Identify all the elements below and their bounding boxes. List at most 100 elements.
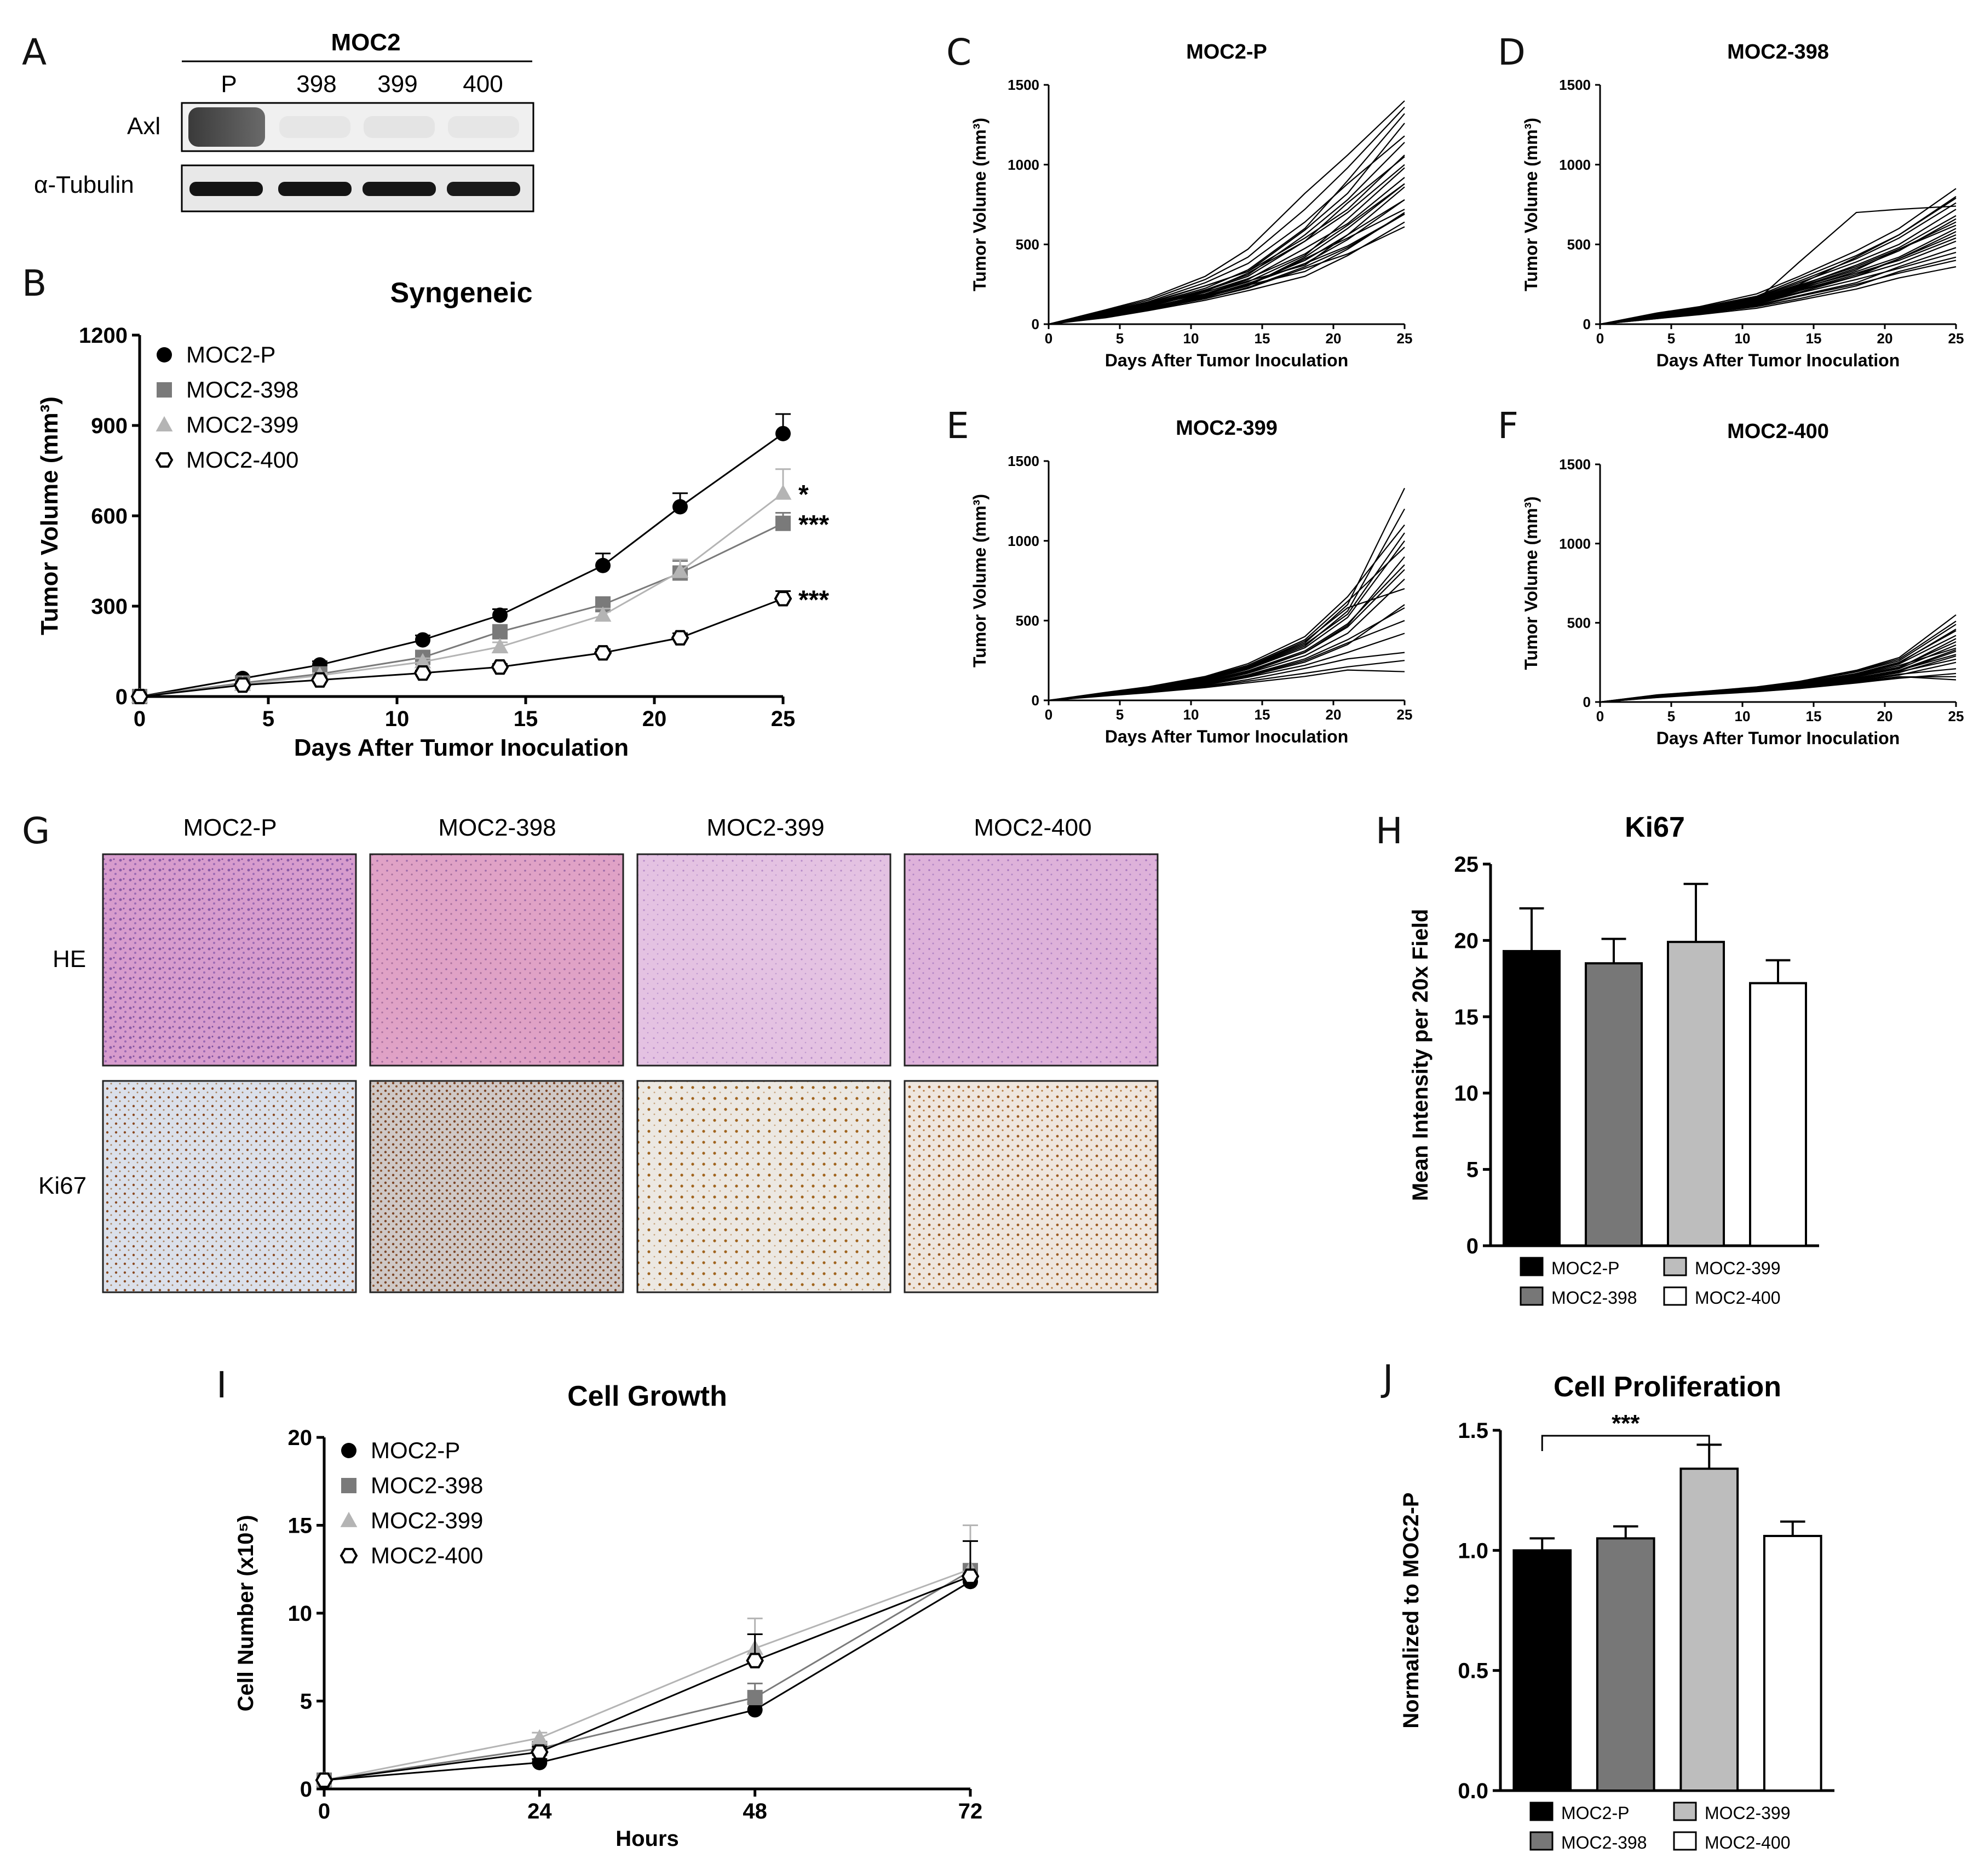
y-tick-label: 1.0 [1458, 1539, 1488, 1563]
data-point-moc2-400 [671, 630, 689, 646]
significance-annotation: *** [798, 585, 829, 614]
legend-marker-moc2-398 [157, 382, 172, 398]
y-tick-label: 5 [300, 1690, 312, 1714]
panel-letter-j: J [1380, 1357, 1393, 1400]
legend-label-moc2-400: MOC2-400 [371, 1543, 483, 1568]
y-tick-label: 20 [1454, 929, 1479, 953]
series-line-trace-12 [1048, 221, 1405, 325]
data-point-moc2-399 [594, 606, 612, 622]
data-point-moc2-399 [774, 484, 792, 500]
legend-marker-moc2-p [341, 1443, 356, 1458]
bar-moc2-400 [1763, 1535, 1822, 1792]
legend-swatch-moc2-398 [1529, 1831, 1554, 1851]
legend-marker-moc2-398 [341, 1478, 356, 1493]
significance-annotation: * [798, 480, 809, 509]
legend-marker-moc2-400 [340, 1547, 358, 1564]
blot-tubulin-band-398 [278, 182, 352, 196]
y-axis-label: Cell Number (x10⁵) [234, 1515, 258, 1712]
y-axis-label: Mean Intensity per 20x Field [1408, 909, 1433, 1201]
x-axis-label: Hours [615, 1827, 679, 1851]
series-line-trace-2 [1600, 196, 1957, 325]
series-line-trace-17 [1048, 632, 1405, 701]
significance-annotation: *** [1612, 1410, 1640, 1437]
series-line-trace-17 [1048, 209, 1405, 325]
data-point-moc2-399 [671, 562, 689, 578]
series-line-trace-3 [1048, 604, 1405, 701]
chart-e-axes: 0 5 10 15 20 25 0 500 1000 1500 MOC2-399 Days After… [970, 417, 1412, 746]
y-tick-label: 0 [1583, 694, 1591, 710]
blot-axl-band-398 [279, 116, 350, 138]
histology-ki67-moc2-399 [636, 1080, 891, 1293]
x-tick-label: 10 [1735, 708, 1751, 724]
x-tick-label: 15 [1255, 330, 1270, 347]
series-line-trace-19 [1600, 676, 1957, 703]
y-tick-label: 1000 [1559, 536, 1591, 552]
histology-ki67-moc2-398 [369, 1080, 624, 1293]
y-tick-label: 1500 [1008, 453, 1039, 469]
series-line-trace-14 [1600, 197, 1957, 325]
data-point-moc2-400 [774, 591, 792, 607]
series-line-trace-19 [1048, 186, 1405, 325]
series-line-trace-13 [1048, 669, 1405, 701]
y-axis-label: Tumor Volume (mm³) [1521, 496, 1541, 670]
data-point-moc2-400 [413, 665, 432, 681]
y-tick-label: 0 [1032, 316, 1039, 332]
histology-he-moc2-p [102, 853, 357, 1067]
data-point-moc2-400 [130, 688, 149, 705]
chart-title: MOC2-398 [1727, 41, 1829, 64]
x-tick-label: 5 [1667, 330, 1675, 347]
blot-row-axl: Axl [127, 113, 160, 140]
chart-title: Syngeneic [390, 277, 532, 309]
legend-swatch-moc2-400 [1663, 1286, 1687, 1306]
series-line-moc2-399 [139, 492, 784, 698]
x-tick-label: 10 [1183, 330, 1199, 347]
lane-label-398: 398 [296, 71, 336, 97]
blot-axl-band-p [188, 107, 265, 147]
histology-row-label-he: HE [53, 946, 86, 972]
panel-letter-d: D [1498, 31, 1526, 73]
lane-label-399: 399 [377, 71, 417, 97]
histology-he-moc2-399 [636, 853, 891, 1067]
y-tick-label: 0 [1032, 692, 1039, 709]
x-tick-label: 10 [1735, 330, 1751, 347]
histology-panel: MOC2-P MOC2-398 MOC2-399 MOC2-400 HE Ki6… [38, 814, 1159, 1293]
y-tick-label: 10 [1454, 1081, 1479, 1106]
legend-label-moc2-399: MOC2-399 [186, 412, 298, 438]
y-tick-label: 0 [300, 1777, 312, 1802]
panel-letters: A B C D E F G H I J [22, 31, 1526, 1406]
western-blot-panel: MOC2 P 398 399 400 Axl α-Tubulin [34, 29, 534, 212]
x-tick-label: 0 [1045, 706, 1052, 723]
x-axis-label: Days After Tumor Inoculation [1105, 727, 1348, 746]
x-tick-label: 15 [1806, 330, 1822, 347]
panel-letter-i: I [216, 1364, 227, 1406]
legend-label-moc2-400: MOC2-400 [1705, 1833, 1791, 1852]
histology-he-moc2-400 [904, 853, 1159, 1067]
x-tick-label: 20 [1326, 330, 1342, 347]
data-point-moc2-400 [531, 1744, 549, 1760]
series-line-trace-15 [1048, 620, 1405, 701]
significance-annotation: *** [798, 510, 829, 539]
series-line-moc2-399 [324, 1568, 971, 1781]
x-tick-label: 0 [318, 1799, 330, 1823]
bar-moc2-399 [1667, 941, 1725, 1247]
x-axis-label: Days After Tumor Inoculation [294, 734, 629, 761]
lane-label-400: 400 [463, 71, 503, 97]
panel-letter-c: C [946, 31, 971, 73]
series-line-trace-2 [1048, 488, 1405, 701]
series-line-trace-4 [1048, 156, 1405, 325]
x-tick-label: 20 [1877, 708, 1893, 724]
x-tick-label: 20 [1326, 706, 1342, 723]
panel-letter-a: A [22, 31, 47, 73]
series-line-moc2-398 [324, 1570, 971, 1781]
x-axis-label: Days After Tumor Inoculation [1105, 350, 1348, 370]
x-tick-label: 0 [1596, 708, 1604, 724]
y-tick-label: 1.5 [1458, 1419, 1488, 1443]
series-line-trace-5 [1600, 221, 1957, 325]
y-axis-label: Tumor Volume (mm³) [970, 494, 989, 667]
histology-row-label-ki67: Ki67 [38, 1172, 87, 1199]
chart-title: MOC2-P [1186, 41, 1267, 64]
legend-marker-moc2-399 [340, 1511, 358, 1527]
y-axis-label: Normalized to MOC2-P [1399, 1492, 1423, 1728]
blot-tubulin-band-400 [447, 182, 520, 196]
